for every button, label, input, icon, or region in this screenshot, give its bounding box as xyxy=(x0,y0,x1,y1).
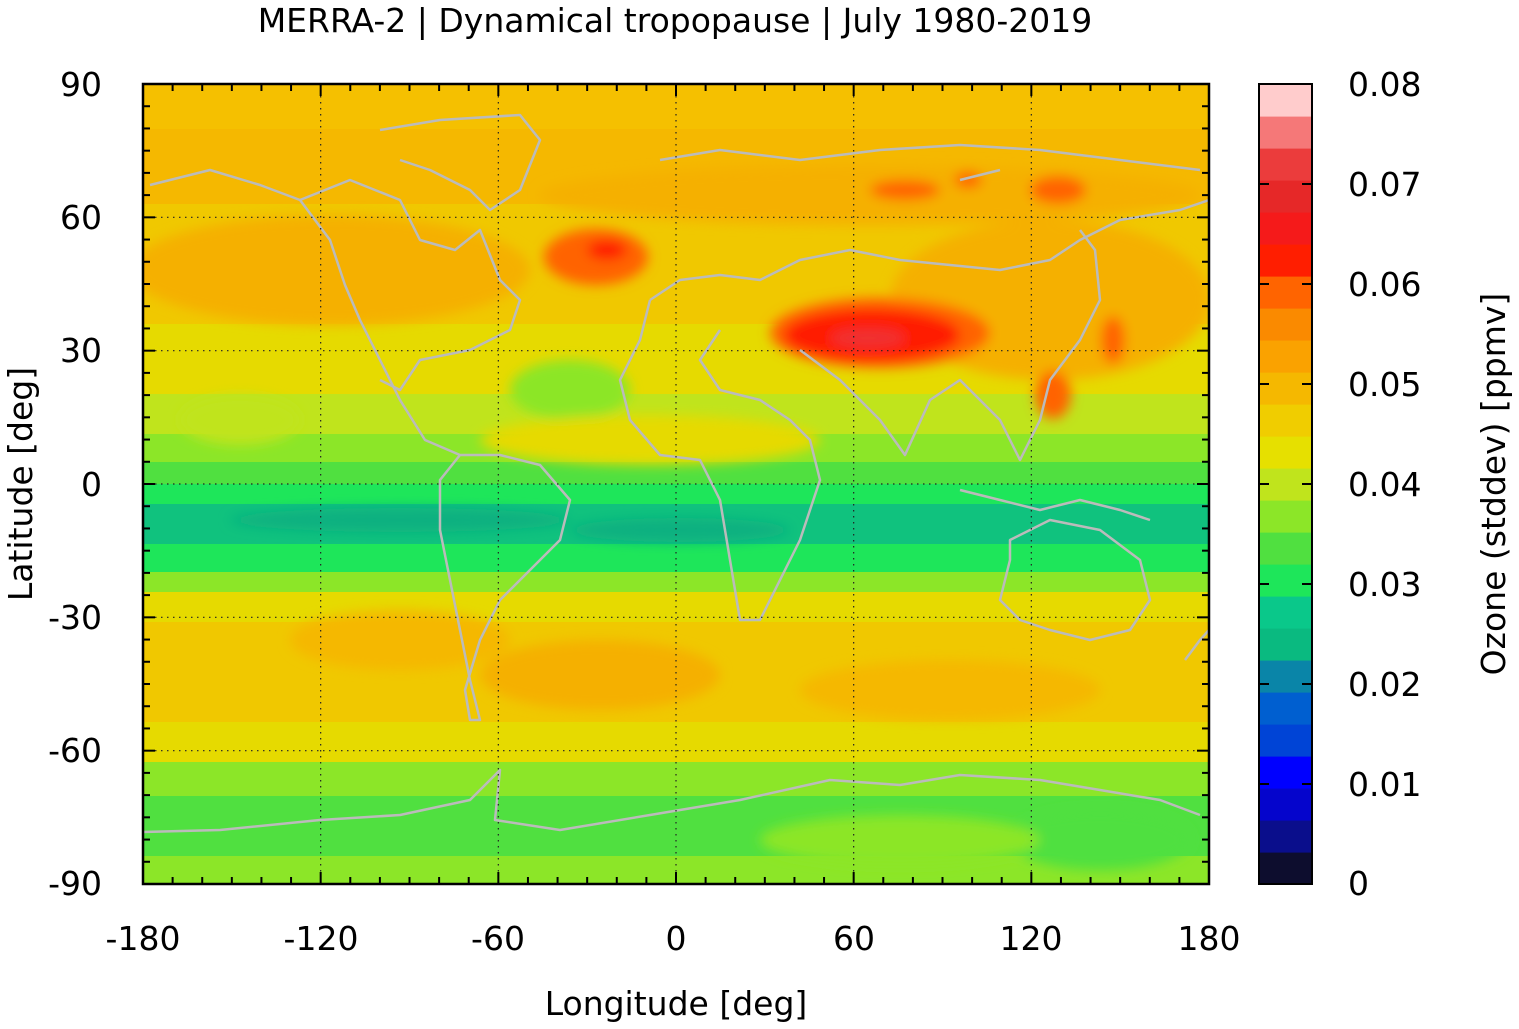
colorbar-frame xyxy=(1258,83,1313,885)
y-axis-label: Latitude [deg] xyxy=(1,367,40,601)
x-tick-label: -120 xyxy=(284,919,359,958)
colorbar-tick-label: 0.03 xyxy=(1348,565,1421,604)
colorbar-segment xyxy=(1259,500,1312,533)
colorbar-tick-labels: 0.08 0.07 0.06 0.05 0.04 0.03 0.02 0.01 … xyxy=(1348,65,1421,903)
colorbar-segment xyxy=(1259,212,1312,245)
colorbar-segment xyxy=(1259,660,1312,693)
colorbar-segment xyxy=(1259,788,1312,821)
colorbar-tick-label: 0.06 xyxy=(1348,265,1421,304)
colorbar-segment xyxy=(1259,852,1312,885)
y-tick-label: 60 xyxy=(60,198,102,237)
colorbar-segment xyxy=(1259,532,1312,565)
colorbar-label: Ozone (stddev) [ppmv] xyxy=(1474,293,1513,676)
x-tick-label: 180 xyxy=(1178,919,1241,958)
x-tick-label: 120 xyxy=(1000,919,1063,958)
colorbar-tick-label: 0.02 xyxy=(1348,665,1421,704)
y-tick-labels: 90 60 30 0 -30 -60 -90 xyxy=(48,65,102,903)
colorbar-segment xyxy=(1259,116,1312,149)
colorbar-segment xyxy=(1259,276,1312,309)
colorbar-segment xyxy=(1259,308,1312,341)
colorbar-segment xyxy=(1259,84,1312,117)
colorbar-segment xyxy=(1259,436,1312,469)
x-tick-labels: -180 -120 -60 0 60 120 180 xyxy=(106,919,1241,958)
x-axis-label: Longitude [deg] xyxy=(545,984,808,1023)
colorbar-tick-label: 0 xyxy=(1348,864,1369,903)
chart-title: MERRA-2 | Dynamical tropopause | July 19… xyxy=(258,1,1093,40)
coastlines xyxy=(143,113,1209,834)
colorbar-segment xyxy=(1259,628,1312,661)
axis-ticks xyxy=(142,83,1210,885)
colorbar-segment xyxy=(1259,820,1312,853)
colorbar-tick-label: 0.05 xyxy=(1348,365,1421,404)
y-tick-label: -30 xyxy=(48,598,102,637)
x-tick-label: 0 xyxy=(666,919,687,958)
colorbar-segment xyxy=(1259,724,1312,757)
colorbar-segment xyxy=(1259,372,1312,405)
y-tick-label: 0 xyxy=(81,465,102,504)
colorbar xyxy=(1259,83,1312,885)
colorbar-tick-label: 0.08 xyxy=(1348,65,1421,104)
colorbar-segment xyxy=(1259,564,1312,597)
colorbar-segment xyxy=(1259,404,1312,437)
grid-lines xyxy=(143,84,1209,884)
colorbar-segment xyxy=(1259,180,1312,213)
y-tick-label: 90 xyxy=(60,65,102,104)
colorbar-segment xyxy=(1259,692,1312,725)
x-tick-label: -180 xyxy=(106,919,181,958)
y-tick-label: -60 xyxy=(48,731,102,770)
colorbar-tick-label: 0.04 xyxy=(1348,465,1421,504)
x-tick-label: 60 xyxy=(833,919,875,958)
map-field xyxy=(143,84,1209,884)
colorbar-tick-label: 0.07 xyxy=(1348,165,1421,204)
y-tick-label: -90 xyxy=(48,864,102,903)
x-tick-label: -60 xyxy=(471,919,525,958)
colorbar-segment xyxy=(1259,596,1312,629)
colorbar-tick-label: 0.01 xyxy=(1348,765,1421,804)
y-tick-label: 30 xyxy=(60,331,102,370)
colorbar-segment xyxy=(1259,244,1312,277)
colorbar-segment xyxy=(1259,340,1312,373)
colorbar-segment xyxy=(1259,148,1312,181)
